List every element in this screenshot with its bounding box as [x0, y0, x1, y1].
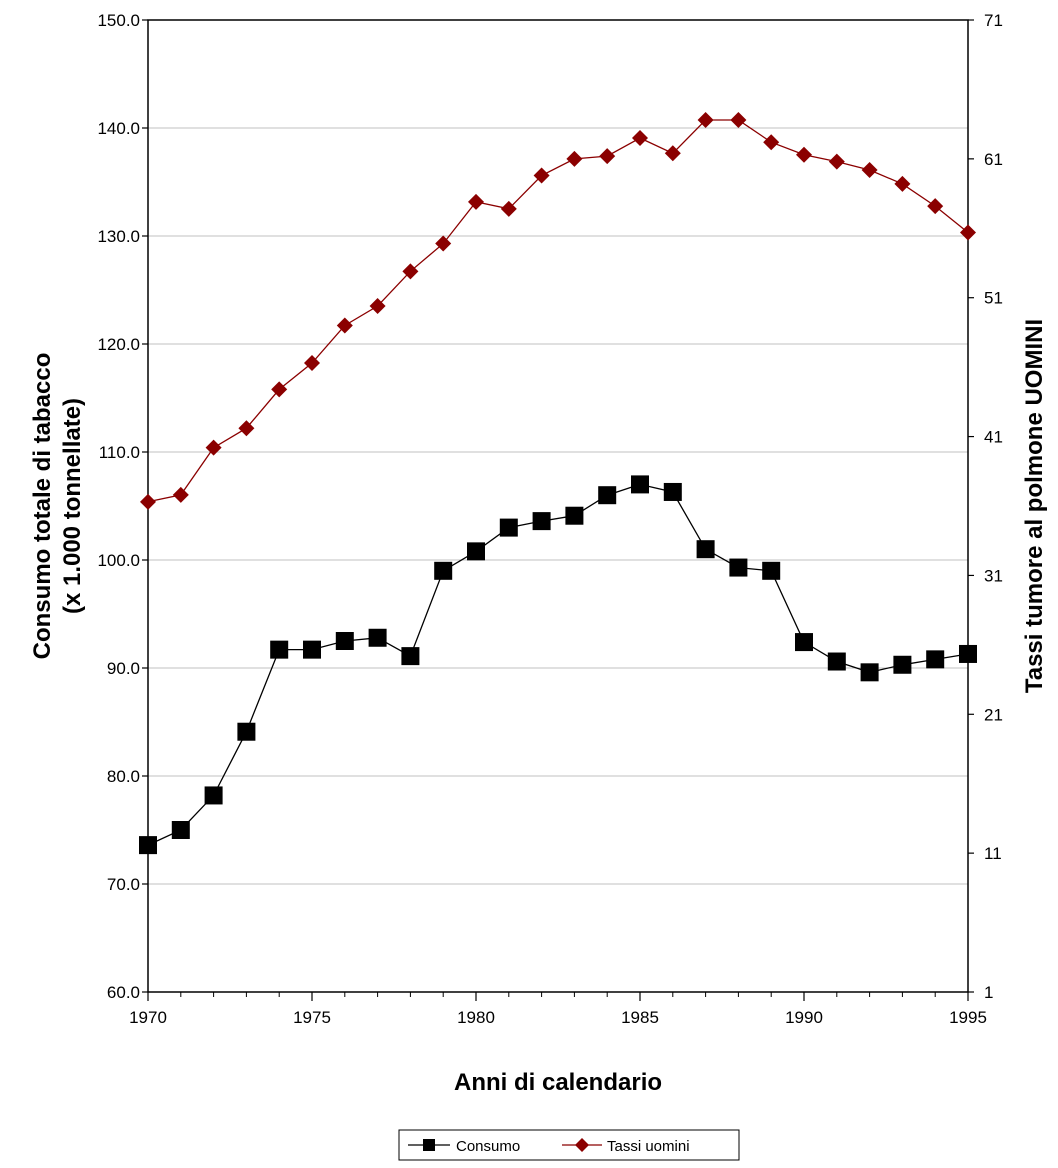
legend-tassi-marker [575, 1138, 589, 1152]
left-axis-title-line-1: Consumo totale di tabacco [29, 353, 56, 660]
right-tick-label: 31 [984, 566, 1003, 585]
right-tick-label: 1 [984, 983, 993, 1002]
consumo-point [368, 628, 387, 647]
left-tick-label: 120.0 [97, 335, 140, 354]
tassi-point [599, 148, 616, 165]
tassi-point [828, 153, 845, 170]
consumo-point [565, 506, 584, 525]
consumo-point [204, 786, 223, 805]
tassi-point [697, 111, 714, 128]
tassi-point [172, 486, 189, 503]
consumo-point [795, 633, 813, 652]
plot-area [148, 20, 968, 992]
left-tick-label: 150.0 [97, 11, 140, 30]
left-axis-ticks: 60.0 70.0 80.0 90.0 100.0 110.0 120.0 130.0 140.… [97, 11, 148, 1002]
consumo-point [729, 558, 748, 577]
left-tick-label: 80.0 [107, 767, 140, 786]
tassi-point [960, 224, 976, 241]
consumo-point [631, 475, 649, 494]
gridlines [148, 127, 968, 885]
consumo-point [434, 561, 453, 580]
tassi-point [861, 161, 878, 178]
tassi-point [763, 134, 780, 151]
tassi-point [304, 354, 320, 371]
consumo-point [959, 644, 977, 663]
consumo-point [270, 640, 289, 659]
consumo-point [663, 482, 682, 501]
tassi-point [730, 111, 747, 128]
left-axis-title: Consumo totale di tabacco (x 1.000 tonne… [29, 353, 86, 660]
left-tick-label: 100.0 [97, 551, 140, 570]
tassi-point [796, 146, 812, 163]
consumo-point [237, 722, 256, 741]
x-tick-label: 1985 [621, 1008, 659, 1027]
consumo-point [926, 650, 945, 669]
tassi-point [632, 130, 648, 147]
consumo-point [171, 821, 190, 839]
consumo-point [335, 632, 354, 650]
right-tick-label: 41 [984, 428, 1003, 447]
x-tick-label: 1975 [293, 1008, 331, 1027]
tassi-point [468, 193, 484, 210]
legend: Consumo Tassi uomini [398, 1129, 740, 1161]
left-tick-label: 110.0 [99, 443, 140, 462]
legend-consumo-marker [423, 1139, 435, 1151]
consumo-point [401, 647, 420, 666]
left-tick-label: 90.0 [107, 659, 140, 678]
tassi-point [402, 263, 419, 280]
tassi-point [533, 167, 550, 184]
x-tick-label: 1995 [949, 1008, 987, 1027]
tassi-point [566, 150, 583, 167]
consumo-point [532, 512, 551, 531]
consumo-point [499, 518, 518, 537]
right-tick-label: 11 [984, 844, 1002, 863]
consumo-point [467, 542, 485, 561]
tassi-point [205, 439, 222, 456]
x-axis-title: Anni di calendario [454, 1069, 662, 1096]
legend-tassi-label: Tassi uomini [607, 1138, 690, 1155]
x-tick-label: 1990 [785, 1008, 823, 1027]
tassi-point [927, 198, 944, 215]
right-tick-label: 71 [984, 11, 1003, 30]
x-tick-label: 1980 [457, 1008, 495, 1027]
right-tick-label: 51 [984, 289, 1003, 308]
tassi-point [271, 381, 288, 398]
x-axis-ticks: 1970 1975 1980 1985 1990 1995 [129, 992, 987, 1027]
left-tick-label: 130.0 [97, 227, 140, 246]
x-tick-label: 1970 [129, 1008, 167, 1027]
consumo-point [303, 640, 321, 659]
consumo-point [860, 663, 879, 682]
tassi-point [894, 175, 911, 192]
consumo-point [139, 836, 157, 855]
left-tick-label: 140.0 [97, 119, 140, 138]
series-tassi [140, 111, 976, 510]
tassi-point [500, 200, 517, 217]
consumo-point [598, 486, 617, 505]
right-tick-label: 61 [984, 150, 1003, 169]
tassi-point [336, 317, 353, 334]
series-consumo [139, 475, 977, 855]
left-axis-title-line-2: (x 1.000 tonnellate) [59, 398, 86, 614]
series-layer [139, 111, 977, 855]
right-tick-label: 21 [984, 705, 1003, 724]
tassi-point [238, 420, 255, 437]
tassi-point [664, 145, 681, 162]
consumo-point [893, 655, 912, 674]
right-axis-title: Tassi tumore al polmone UOMINI [1021, 319, 1048, 693]
right-axis-title-text: Tassi tumore al polmone UOMINI [1021, 319, 1048, 693]
tassi-point [435, 235, 452, 252]
tassi-point [140, 493, 156, 510]
consumo-point [762, 561, 781, 580]
legend-box [398, 1129, 740, 1161]
legend-consumo-label: Consumo [456, 1138, 520, 1155]
tassi-point [369, 298, 386, 315]
left-tick-label: 60.0 [107, 983, 140, 1002]
consumo-point [696, 540, 715, 559]
consumo-point [827, 652, 846, 671]
left-tick-label: 70.0 [107, 875, 140, 894]
